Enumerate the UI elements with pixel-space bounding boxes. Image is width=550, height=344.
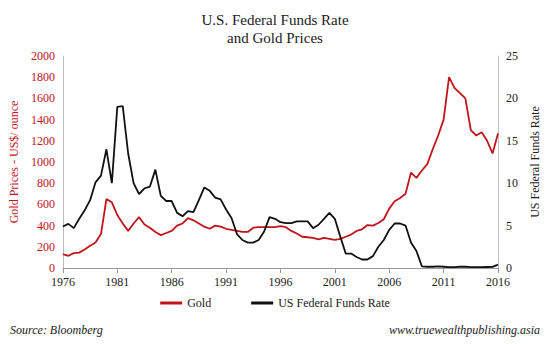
svg-text:U.S. Federal Funds Rate: U.S. Federal Funds Rate: [201, 12, 348, 28]
svg-text:1400: 1400: [31, 113, 55, 127]
svg-text:5: 5: [506, 219, 512, 233]
svg-text:1986: 1986: [160, 275, 184, 289]
svg-text:1996: 1996: [268, 275, 292, 289]
svg-text:2006: 2006: [377, 275, 401, 289]
svg-text:US Federal Funds Rate: US Federal Funds Rate: [278, 296, 390, 310]
svg-text:200: 200: [37, 240, 55, 254]
svg-text:800: 800: [37, 176, 55, 190]
svg-text:1981: 1981: [105, 275, 129, 289]
svg-text:10: 10: [506, 176, 518, 190]
svg-text:2001: 2001: [323, 275, 347, 289]
svg-text:400: 400: [37, 219, 55, 233]
svg-text:and Gold Prices: and Gold Prices: [227, 30, 323, 46]
svg-text:1976: 1976: [51, 275, 75, 289]
svg-text:www.truewealthpublishing.asia: www.truewealthpublishing.asia: [389, 323, 540, 337]
svg-text:Gold Prices - US$/ ounce: Gold Prices - US$/ ounce: [7, 101, 21, 224]
svg-text:1000: 1000: [31, 155, 55, 169]
svg-text:2011: 2011: [432, 275, 456, 289]
svg-text:0: 0: [49, 261, 55, 275]
svg-text:Source: Bloomberg: Source: Bloomberg: [10, 323, 103, 337]
svg-text:1800: 1800: [31, 70, 55, 84]
svg-text:1200: 1200: [31, 134, 55, 148]
svg-text:Gold: Gold: [187, 296, 211, 310]
svg-text:0: 0: [506, 261, 512, 275]
svg-text:1600: 1600: [31, 91, 55, 105]
svg-text:US Federal Funds Rate: US Federal Funds Rate: [528, 106, 542, 218]
svg-text:600: 600: [37, 197, 55, 211]
svg-text:2016: 2016: [486, 275, 510, 289]
svg-text:15: 15: [506, 134, 518, 148]
svg-text:25: 25: [506, 49, 518, 63]
svg-text:1991: 1991: [214, 275, 238, 289]
svg-text:20: 20: [506, 91, 518, 105]
svg-text:2000: 2000: [31, 49, 55, 63]
